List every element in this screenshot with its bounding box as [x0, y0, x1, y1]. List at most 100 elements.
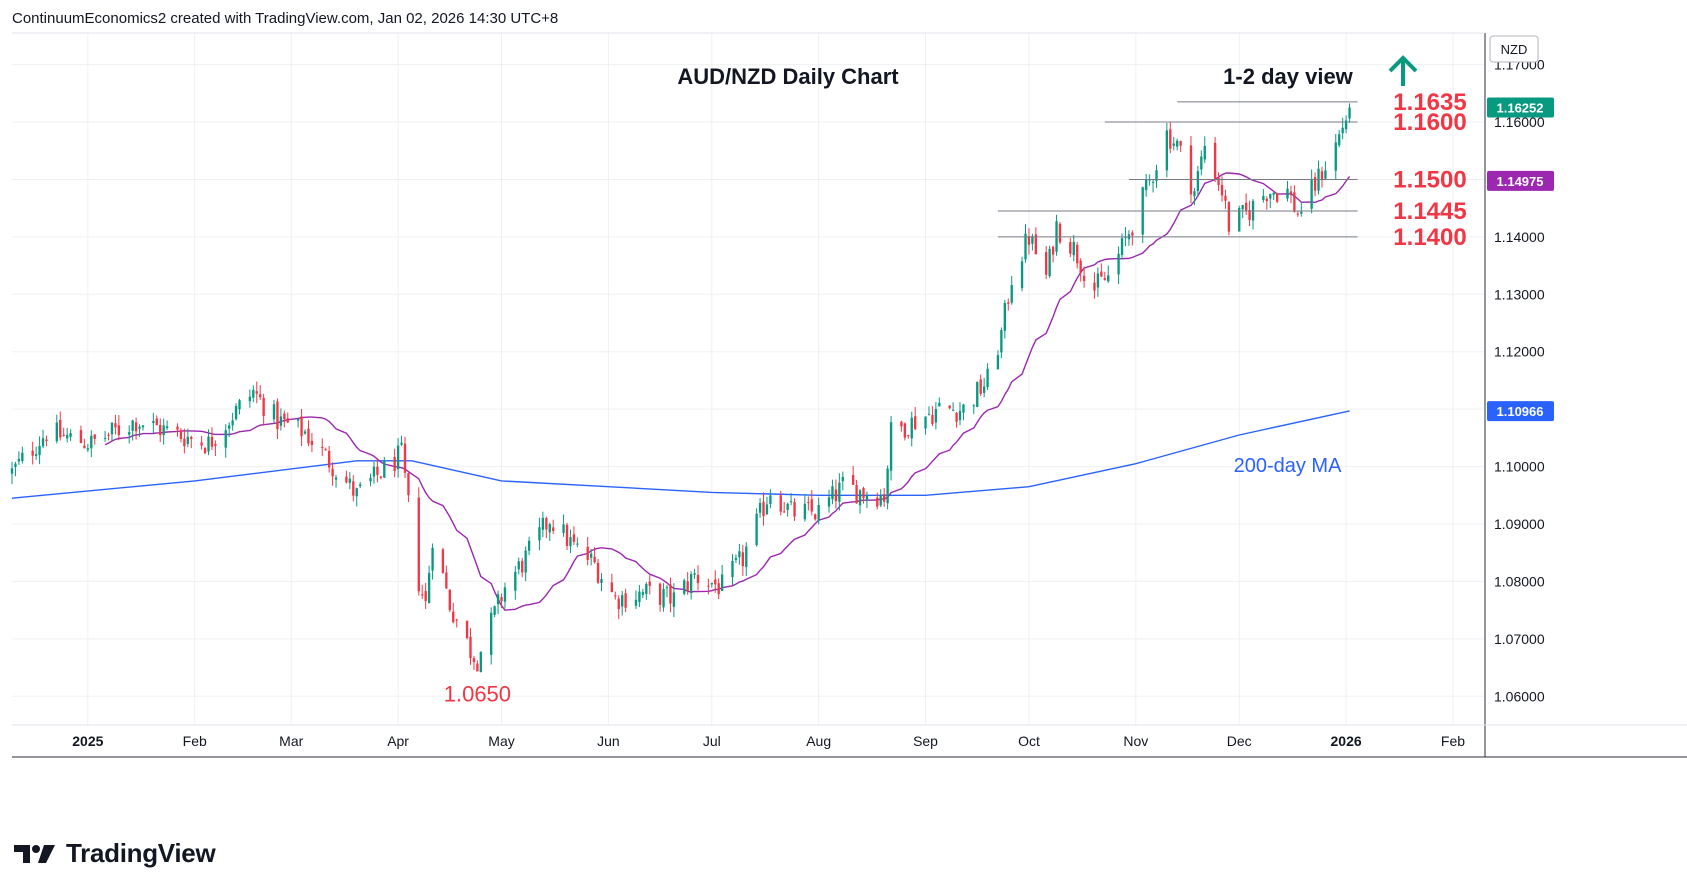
candle-body: [1293, 192, 1296, 212]
candle-body: [831, 486, 834, 500]
candle-body: [779, 495, 782, 512]
candle-body: [369, 477, 372, 482]
candle-body: [1165, 130, 1169, 171]
x-tick-label: 2026: [1331, 733, 1362, 749]
candle-body: [889, 422, 893, 471]
candle-body: [472, 658, 476, 662]
x-tick-label: Apr: [387, 733, 409, 749]
candle-body: [1196, 171, 1200, 191]
x-tick-label: Feb: [183, 733, 207, 749]
candle-body: [345, 476, 348, 483]
candle-body: [565, 524, 569, 546]
candle-body: [155, 418, 158, 426]
x-tick-label: Sep: [913, 733, 938, 749]
ma200-annotation: 200-day MA: [1234, 455, 1342, 477]
candle-body: [851, 475, 855, 485]
candle-body: [862, 487, 865, 499]
candle-body: [500, 597, 503, 602]
candle-body: [807, 502, 810, 504]
candle-body: [562, 524, 565, 533]
candle-body: [1144, 179, 1148, 191]
candle-body: [514, 571, 517, 591]
candle-body: [817, 504, 820, 521]
candle-body: [972, 405, 975, 407]
candle-body: [1120, 238, 1124, 256]
candle-body: [934, 409, 938, 423]
x-tick-label: Aug: [806, 733, 831, 749]
candle-body: [521, 561, 524, 573]
candle-body: [548, 524, 551, 533]
candle-body: [200, 442, 203, 446]
candle-body: [996, 355, 1000, 370]
chart-title: AUD/NZD Daily Chart: [677, 64, 899, 89]
candle-body: [1275, 193, 1279, 202]
candle-body: [396, 445, 400, 470]
candle-body: [738, 551, 741, 558]
x-tick-label: 2025: [72, 733, 103, 749]
candle-body: [17, 458, 21, 462]
candle-body: [621, 595, 624, 607]
candle-body: [638, 591, 641, 603]
candle-body: [1200, 156, 1203, 170]
candle-body: [141, 425, 145, 428]
candle-body: [393, 457, 396, 472]
candle-body: [1076, 244, 1079, 264]
ma20-layer: [104, 172, 1351, 611]
candle-body: [1007, 302, 1010, 304]
x-tick-label: Jul: [703, 733, 721, 749]
candle-body: [90, 435, 93, 449]
candle-body: [1227, 202, 1231, 232]
candle-body: [1117, 253, 1120, 275]
candle-body: [1213, 142, 1217, 181]
candle-body: [1155, 170, 1158, 181]
candle-body: [886, 468, 889, 504]
tradingview-logo[interactable]: TradingView: [14, 838, 216, 869]
candle-body: [1262, 195, 1265, 200]
candle-body: [517, 561, 520, 570]
chart-annotations: AUD/NZD Daily Chart 1-2 day view 1.0650 200…: [444, 55, 1418, 707]
candle-body: [348, 478, 352, 483]
price-tag-last: 1.16252: [1487, 97, 1554, 118]
candle-body: [421, 594, 424, 596]
candle-body: [159, 424, 162, 436]
level-label: 1.1635: [1393, 89, 1466, 116]
candle-body: [1269, 193, 1272, 199]
candle-body: [1151, 181, 1155, 183]
candle-body: [359, 484, 362, 487]
candle-body: [207, 436, 210, 452]
candle-body: [614, 595, 617, 597]
y-tick-label: 1.13000: [1494, 286, 1545, 302]
candle-body: [1320, 171, 1324, 181]
candle-body: [131, 420, 134, 431]
candle-body: [1072, 241, 1075, 256]
candle-body: [479, 651, 483, 672]
candle-body: [586, 546, 589, 560]
candle-body: [714, 579, 717, 585]
candle-body: [1058, 223, 1062, 243]
candle-body: [669, 584, 672, 604]
candle-body: [162, 425, 165, 436]
candle-body: [841, 476, 844, 482]
candle-body: [769, 495, 772, 504]
candle-body: [600, 579, 603, 583]
candle-body: [686, 581, 689, 592]
candle-body: [490, 612, 493, 655]
candle-body: [496, 594, 500, 605]
level-label: 1.1600: [1393, 109, 1466, 136]
candle-body: [527, 540, 531, 551]
candle-body: [903, 423, 907, 438]
y-tick-label: 1.06000: [1494, 688, 1545, 704]
candle-body: [662, 589, 665, 608]
candle-body: [93, 434, 96, 439]
candle-body: [1296, 213, 1300, 215]
candle-body: [876, 497, 879, 507]
candle-body: [745, 546, 748, 567]
candle-body: [1238, 208, 1241, 232]
x-tick-label: May: [488, 733, 514, 749]
candle-body: [1179, 140, 1182, 146]
y-tick-label: 1.09000: [1494, 516, 1545, 532]
candle-body: [503, 587, 507, 602]
y-tick-label: 1.08000: [1494, 573, 1545, 589]
x-tick-label: Nov: [1123, 733, 1148, 749]
